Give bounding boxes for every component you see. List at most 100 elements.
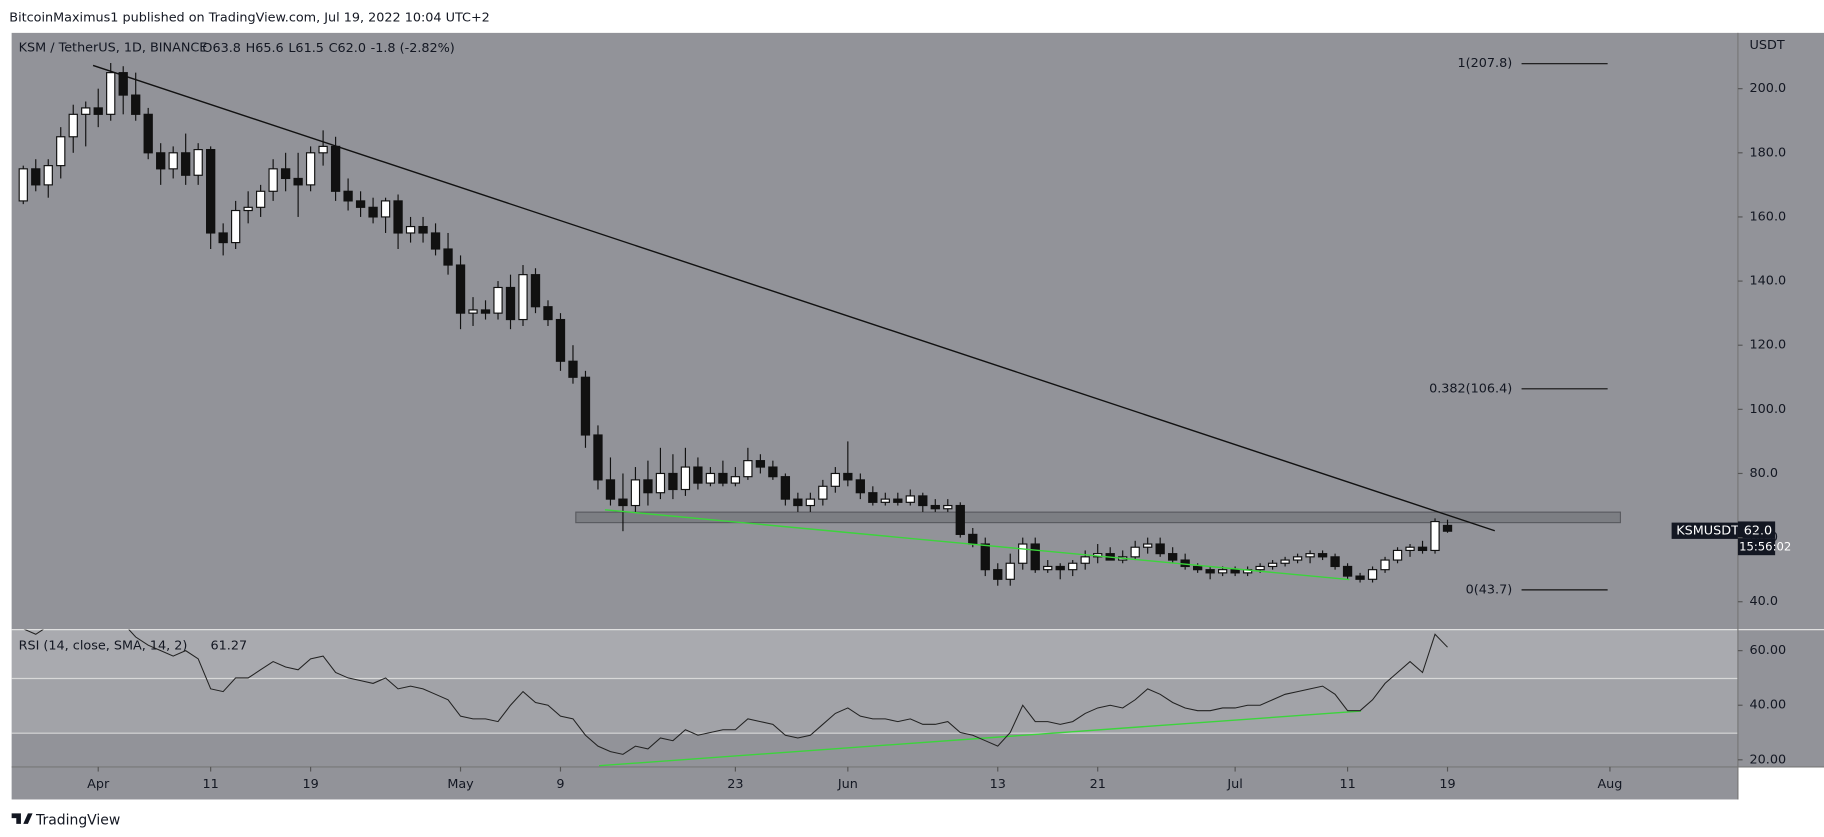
- resistance-band: [575, 511, 1622, 524]
- candle-body: [1230, 569, 1240, 574]
- countdown: 15:56:02: [1739, 540, 1791, 554]
- candle-body: [480, 309, 491, 314]
- price-axis: [1737, 32, 1824, 767]
- y-tick-label: 200.0: [1750, 81, 1787, 96]
- x-tick-label: 9: [556, 777, 564, 792]
- candle-body: [705, 472, 716, 484]
- candle-body: [743, 460, 753, 478]
- candle-body: [493, 286, 503, 314]
- x-tick-label: 19: [302, 777, 318, 792]
- candle-body: [368, 206, 378, 218]
- candle-body: [668, 472, 678, 491]
- candle-body: [1355, 575, 1365, 580]
- ohlc-item: O63.8: [202, 41, 241, 56]
- fib-label: 1(207.8): [1458, 56, 1513, 71]
- rsi-value: 61.27: [211, 638, 248, 653]
- rsi-y-tick-label: 40.00: [1750, 698, 1787, 713]
- candle-body: [505, 286, 516, 321]
- candle-body: [330, 145, 341, 192]
- candle-body: [430, 232, 441, 250]
- candle-body: [81, 107, 91, 115]
- candle-body: [1317, 553, 1328, 558]
- candle-body: [393, 200, 403, 234]
- candle-body: [1205, 569, 1215, 574]
- candle-body: [318, 145, 328, 154]
- candles: [18, 63, 1453, 586]
- price-pane: [11, 32, 1738, 630]
- x-tick-label: 11: [203, 777, 219, 792]
- candle-body: [968, 533, 978, 545]
- candle-body: [1305, 553, 1315, 558]
- candle-body: [755, 460, 766, 468]
- candle-body: [468, 309, 478, 314]
- candle-body: [1405, 546, 1415, 552]
- candle-body: [243, 206, 253, 212]
- x-tick-label: 23: [727, 777, 743, 792]
- axis-unit: USDT: [1750, 38, 1785, 53]
- candle-body: [56, 136, 66, 167]
- candle-body: [31, 168, 41, 186]
- candle-body: [793, 498, 803, 507]
- candle-body: [118, 72, 128, 96]
- ohlc-legend: O63.8 H65.6 L61.5 C62.0 -1.8 (-2.82%): [202, 41, 454, 56]
- candle-body: [1367, 569, 1378, 580]
- x-tick-label: 21: [1090, 777, 1106, 792]
- candle-body: [1030, 543, 1040, 571]
- candle-body: [805, 498, 816, 507]
- support-line: [604, 509, 1350, 581]
- candle-body: [530, 274, 541, 308]
- rsi-line: [23, 629, 1448, 755]
- candle-body: [843, 472, 853, 481]
- candle-body: [955, 504, 965, 535]
- y-tick-label: 60.0: [1750, 530, 1778, 545]
- candle-body: [880, 498, 890, 503]
- ohlc-item: L61.5: [288, 41, 324, 56]
- candle-body: [143, 113, 153, 154]
- candle-body: [1143, 543, 1153, 548]
- candle-body: [181, 152, 191, 176]
- trendline: [92, 64, 1496, 532]
- y-tick-label: 160.0: [1750, 209, 1787, 224]
- candle-body: [206, 149, 216, 234]
- candle-body: [618, 498, 628, 507]
- candle-body: [18, 168, 28, 202]
- logo: [11, 813, 33, 824]
- candle-body: [255, 190, 266, 208]
- candle-body: [1068, 562, 1078, 571]
- candle-body: [655, 472, 666, 494]
- candle-body: [768, 466, 778, 478]
- ohlc-item: H65.6: [246, 41, 284, 56]
- candle-body: [68, 113, 78, 138]
- candle-body: [455, 264, 466, 314]
- candle-body: [43, 165, 53, 186]
- candle-body: [680, 466, 691, 491]
- candle-body: [643, 479, 653, 494]
- candle-body: [418, 225, 428, 234]
- candle-body: [780, 476, 791, 500]
- symbol-legend: KSM / TetherUS, 1D, BINANCE: [19, 41, 208, 56]
- countdown-bg: [1737, 538, 1776, 556]
- candle-body: [980, 543, 990, 571]
- candle-body: [630, 479, 641, 507]
- candle-body: [1168, 553, 1178, 561]
- candle-body: [1055, 565, 1065, 571]
- x-tick-label: 13: [990, 777, 1006, 792]
- x-tick-label: Apr: [87, 777, 110, 792]
- candle-body: [993, 569, 1003, 580]
- candle-body: [1342, 565, 1353, 577]
- candle-body: [280, 168, 291, 180]
- candle-body: [918, 495, 928, 507]
- candle-body: [106, 72, 116, 115]
- candle-body: [231, 209, 241, 244]
- y-tick-label: 180.0: [1750, 145, 1787, 160]
- candle-body: [943, 504, 953, 510]
- candle-body: [555, 318, 566, 362]
- y-tick-label: 140.0: [1750, 274, 1787, 289]
- candle-body: [1130, 546, 1140, 558]
- candle-body: [1442, 524, 1453, 532]
- candle-body: [343, 190, 353, 202]
- candle-body: [93, 107, 103, 115]
- candle-body: [405, 225, 416, 234]
- candle-body: [1417, 546, 1428, 552]
